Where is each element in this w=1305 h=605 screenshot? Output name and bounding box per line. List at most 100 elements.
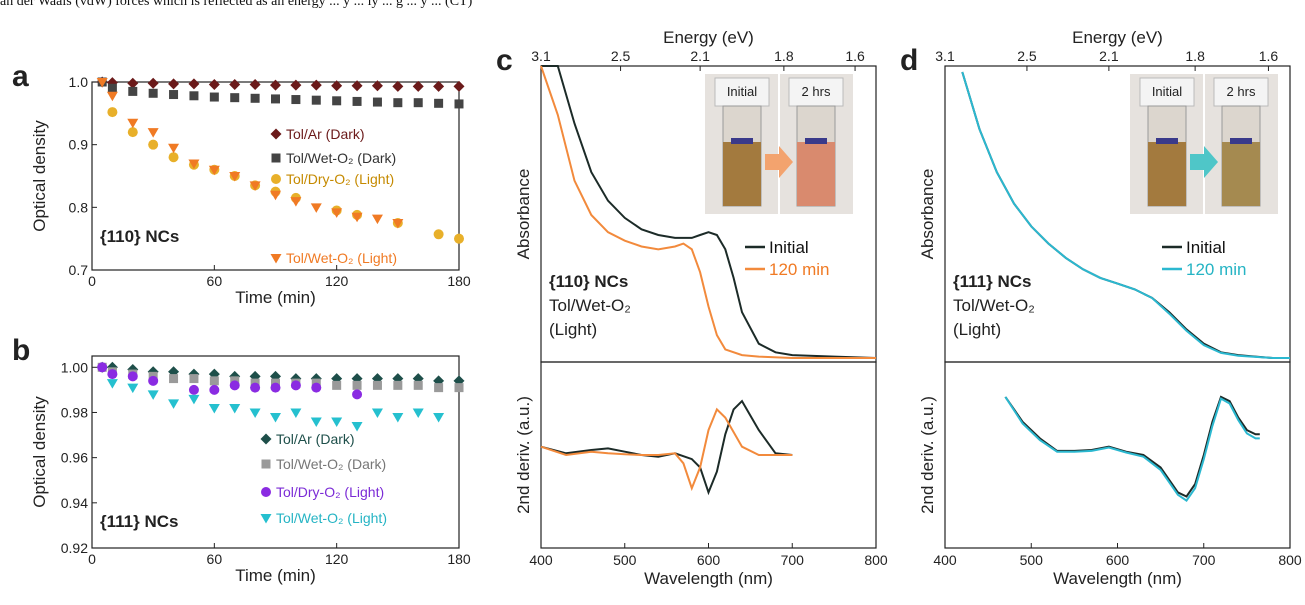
x-tick-label: 800: [864, 552, 888, 568]
data-point: [331, 208, 343, 218]
data-point: [147, 77, 159, 89]
data-point: [168, 143, 180, 154]
deriv-line-1: [540, 407, 793, 492]
data-point: [250, 382, 261, 393]
arrow-icon: [1190, 146, 1218, 178]
absorbance-line-0: [541, 65, 877, 359]
legend-label: Initial: [769, 238, 809, 257]
x-tick-label: 500: [1020, 552, 1044, 568]
data-point: [372, 97, 382, 107]
data-point: [310, 417, 322, 428]
top-tick-label: 3.1: [531, 48, 551, 64]
data-point: [270, 79, 281, 91]
panel-d-letter: d: [900, 44, 918, 77]
data-point: [249, 181, 261, 191]
deriv-line-0: [1004, 395, 1260, 498]
data-point: [127, 371, 138, 382]
data-point: [127, 77, 139, 89]
top-axis-label: Energy (eV): [663, 28, 754, 47]
data-point: [412, 80, 424, 92]
panel-annotation: {110} NCs: [549, 272, 628, 291]
data-point: [147, 128, 159, 138]
absorbance-line-1: [540, 65, 876, 359]
deriv-label: 2nd deriv. (a.u.): [514, 396, 533, 514]
data-point: [291, 95, 301, 105]
data-point: [371, 214, 383, 225]
x-tick-label: 60: [207, 551, 223, 567]
panel-c-letter: c: [496, 44, 513, 77]
data-point: [352, 380, 362, 390]
top-axis-label: Energy (eV): [1072, 28, 1163, 47]
absorbance-line-1: [961, 71, 1290, 359]
data-point: [270, 190, 281, 201]
y-tick-label: 0.7: [69, 262, 89, 278]
data-point: [168, 78, 180, 90]
x-tick-label: 700: [1192, 552, 1216, 568]
data-point: [188, 159, 200, 169]
top-tick-label: 1.8: [774, 48, 794, 64]
x-axis-label: Time (min): [235, 566, 316, 585]
y-tick-label: 0.96: [61, 450, 88, 466]
panel-annotation: Tol/Wet-O₂: [953, 296, 1035, 315]
data-point: [209, 384, 220, 395]
x-tick-label: 700: [781, 552, 805, 568]
data-point: [433, 80, 445, 92]
data-point: [392, 412, 404, 423]
data-point: [453, 80, 465, 92]
data-point: [107, 107, 118, 118]
legend-label: Tol/Wet-O₂ (Light): [286, 250, 397, 266]
x-tick-label: 600: [697, 552, 721, 568]
x-tick-label: 600: [1106, 552, 1130, 568]
legend-marker: [271, 174, 281, 184]
y-axis-label: Optical density: [30, 396, 49, 508]
data-point: [128, 86, 138, 96]
data-point: [188, 384, 199, 395]
data-point: [127, 127, 138, 138]
legend-label: Tol/Wet-O₂ (Light): [276, 510, 387, 526]
data-point: [454, 233, 464, 244]
data-point: [433, 229, 444, 240]
inset-photo: [705, 74, 853, 214]
y-tick-label: 0.94: [61, 495, 88, 511]
data-point: [169, 374, 179, 384]
data-point: [107, 83, 117, 93]
y-tick-label: 0.9: [69, 137, 89, 153]
x-tick-label: 120: [325, 273, 349, 289]
legend-marker: [271, 153, 281, 163]
data-point: [332, 96, 342, 106]
inset-label-2hrs: 2 hrs: [802, 84, 831, 99]
legend-marker: [270, 128, 282, 140]
data-point: [97, 362, 108, 373]
deriv-label: 2nd deriv. (a.u.): [918, 396, 937, 514]
data-point: [96, 78, 108, 88]
top-tick-label: 3.1: [935, 48, 955, 64]
top-tick-label: 2.1: [690, 48, 710, 64]
data-point: [332, 380, 342, 390]
x-tick-label: 180: [447, 551, 471, 567]
data-point: [392, 80, 404, 92]
data-point: [270, 382, 281, 393]
data-point: [331, 80, 343, 92]
data-point: [229, 403, 241, 414]
data-point: [433, 412, 445, 423]
top-tick-label: 2.1: [1099, 48, 1119, 64]
data-point: [454, 99, 464, 109]
panel-annotation: (Light): [953, 320, 1001, 339]
caption-text: an der Waals (vdW) forces which is refle…: [0, 0, 473, 9]
x-tick-label: 60: [207, 273, 223, 289]
data-point: [351, 422, 363, 432]
arrow-icon: [765, 146, 793, 178]
y-tick-label: 1.0: [69, 74, 89, 90]
series-a-3: [96, 78, 404, 229]
data-point: [189, 374, 199, 384]
data-point: [209, 376, 219, 386]
data-point: [371, 408, 383, 418]
legend-marker: [270, 254, 282, 264]
data-point: [209, 92, 219, 102]
x-tick-label: 180: [447, 273, 471, 289]
data-point: [208, 79, 220, 91]
series-b-3: [106, 379, 445, 432]
data-point: [290, 197, 302, 207]
top-tick-label: 1.6: [845, 48, 865, 64]
